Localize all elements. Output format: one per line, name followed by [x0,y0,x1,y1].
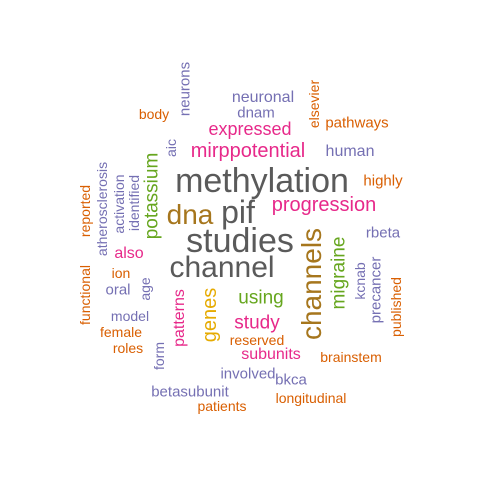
word-progression: progression [271,194,377,216]
word-ion: ion [111,265,131,281]
word-subunits: subunits [241,346,301,363]
word-mirppotential: mirppotential [190,140,306,162]
word-neuronal: neuronal [231,89,295,106]
word-human: human [325,143,375,160]
word-age: age [137,277,153,301]
word-longitudinal: longitudinal [275,390,347,406]
word-identified: identified [126,174,142,232]
word-pif: pif [221,194,255,230]
word-also: also [114,245,144,262]
word-form: form [151,342,167,370]
word-activation: activation [111,174,127,234]
word-precancer: precancer [367,256,385,324]
word-expressed: expressed [208,119,292,139]
word-using: using [238,287,284,309]
word-channels: channels [296,227,327,341]
word-reserved: reserved [229,332,285,348]
word-betasubunit: betasubunit [151,383,229,401]
word-body: body [138,106,170,122]
word-involved: involved [220,365,276,383]
word-dna: dna [166,199,214,230]
word-rbeta: rbeta [365,224,401,242]
word-pathways: pathways [325,114,389,132]
word-genes: genes [199,287,221,343]
word-study: study [234,312,280,334]
word-potassium: potassium [141,152,163,240]
word-bkca: bkca [275,371,307,389]
word-reported: reported [77,184,93,238]
word-channel: channel [169,251,275,284]
word-published: published [388,277,404,337]
word-aic: aic [163,139,179,157]
word-brainstem: brainstem [320,349,382,365]
word-atherosclerosis: atherosclerosis [94,161,110,257]
word-functional: functional [77,265,93,325]
word-kcnab: kcnab [352,262,368,300]
word-female: female [99,324,143,340]
word-dnam: dnam [237,104,275,122]
word-oral: oral [105,281,131,299]
word-neurons: neurons [176,61,194,117]
word-model: model [110,308,150,324]
word-patterns: patterns [171,289,188,347]
word-highly: highly [363,172,403,190]
word-patients: patients [197,398,247,414]
word-roles: roles [112,340,144,356]
word-elsevier: elsevier [306,79,322,129]
word-methylation: methylation [175,162,349,200]
word-studies: studies [186,222,294,260]
word-migraine: migraine [328,236,350,310]
